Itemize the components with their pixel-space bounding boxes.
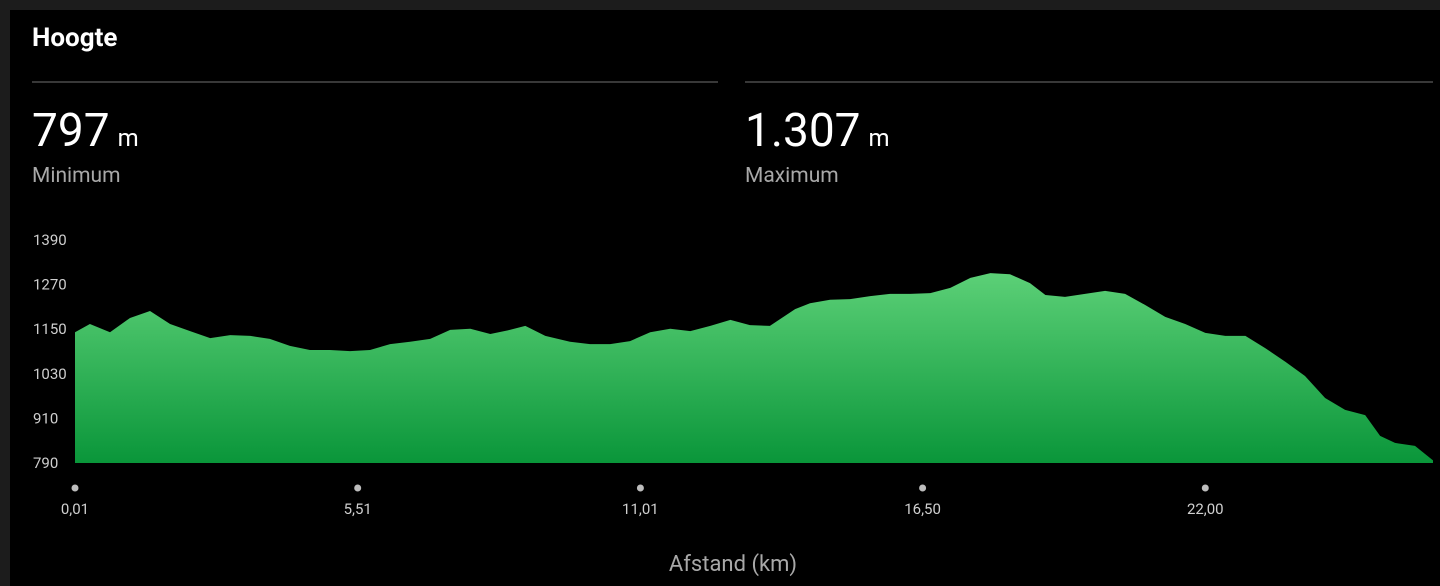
x-tick-label: 5,51 — [344, 500, 372, 518]
stat-max: 1.307 m — [745, 104, 890, 158]
y-tick-label: 1150 — [33, 320, 67, 338]
elevation-area — [75, 273, 1433, 463]
y-tick-label: 910 — [33, 409, 58, 427]
x-tick-dot — [919, 484, 927, 492]
stat-label: Minimum — [32, 164, 121, 188]
y-tick-label: 1390 — [33, 231, 67, 249]
stat-unit: m — [118, 124, 139, 152]
x-tick-label: 22,00 — [1187, 500, 1224, 518]
x-tick-label: 16,50 — [904, 500, 941, 518]
stat-value: 797 — [32, 104, 110, 158]
stat-min: 797 m — [32, 104, 139, 158]
y-tick-label: 1270 — [33, 276, 67, 294]
x-tick-label: 0,01 — [61, 500, 89, 518]
stat-label: Maximum — [745, 164, 839, 188]
x-tick-dot — [71, 484, 79, 492]
x-tick-dot — [636, 484, 644, 492]
x-tick-label: 11,01 — [622, 500, 659, 518]
stat-value: 1.307 — [745, 104, 861, 158]
x-axis-title: Afstand (km) — [669, 552, 797, 577]
panel — [10, 10, 1440, 586]
stat-unit: m — [869, 124, 890, 152]
x-tick-dot — [354, 484, 362, 492]
y-tick-label: 1030 — [33, 365, 67, 383]
y-tick-label: 790 — [33, 454, 58, 472]
card-title: Hoogte — [32, 23, 117, 53]
x-tick-dot — [1201, 484, 1209, 492]
